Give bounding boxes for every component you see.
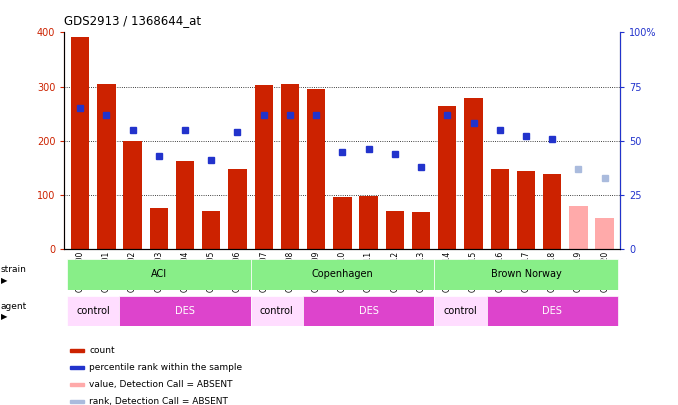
Text: strain: strain bbox=[1, 265, 26, 274]
Bar bbox=[307, 89, 325, 249]
Bar bbox=[303, 296, 434, 326]
Bar bbox=[251, 296, 303, 326]
Bar bbox=[67, 296, 119, 326]
Bar bbox=[119, 296, 251, 326]
Bar bbox=[70, 366, 84, 369]
Text: control: control bbox=[77, 306, 110, 316]
Bar bbox=[434, 296, 487, 326]
Text: ▶: ▶ bbox=[1, 276, 7, 285]
Text: control: control bbox=[260, 306, 294, 316]
Text: count: count bbox=[89, 346, 115, 355]
Bar bbox=[464, 98, 483, 249]
Text: control: control bbox=[443, 306, 477, 316]
Bar bbox=[70, 349, 84, 352]
Bar bbox=[150, 209, 168, 249]
Bar bbox=[281, 84, 299, 249]
Text: GDS2913 / 1368644_at: GDS2913 / 1368644_at bbox=[64, 14, 201, 27]
Text: DES: DES bbox=[359, 306, 378, 316]
Text: value, Detection Call = ABSENT: value, Detection Call = ABSENT bbox=[89, 380, 233, 389]
Bar bbox=[67, 259, 251, 290]
Bar bbox=[438, 106, 456, 249]
Bar bbox=[487, 296, 618, 326]
Bar bbox=[176, 161, 194, 249]
Bar bbox=[123, 141, 142, 249]
Bar bbox=[228, 169, 247, 249]
Bar bbox=[71, 37, 89, 249]
Text: DES: DES bbox=[175, 306, 195, 316]
Text: agent: agent bbox=[1, 302, 27, 311]
Bar bbox=[543, 174, 561, 249]
Bar bbox=[386, 211, 404, 249]
Text: rank, Detection Call = ABSENT: rank, Detection Call = ABSENT bbox=[89, 397, 228, 405]
Text: Copenhagen: Copenhagen bbox=[311, 269, 374, 279]
Bar bbox=[359, 196, 378, 249]
Bar bbox=[70, 400, 84, 403]
Bar bbox=[570, 206, 588, 249]
Bar bbox=[254, 85, 273, 249]
Text: percentile rank within the sample: percentile rank within the sample bbox=[89, 363, 243, 372]
Text: ▶: ▶ bbox=[1, 312, 7, 322]
Text: Brown Norway: Brown Norway bbox=[491, 269, 561, 279]
Bar bbox=[251, 259, 434, 290]
Text: DES: DES bbox=[542, 306, 562, 316]
Text: ACI: ACI bbox=[151, 269, 167, 279]
Bar bbox=[202, 211, 220, 249]
Bar bbox=[97, 84, 115, 249]
Bar bbox=[434, 259, 618, 290]
Bar bbox=[412, 212, 431, 249]
Bar bbox=[595, 218, 614, 249]
Bar bbox=[333, 196, 352, 249]
Bar bbox=[491, 169, 509, 249]
Bar bbox=[517, 171, 535, 249]
Bar bbox=[70, 383, 84, 386]
